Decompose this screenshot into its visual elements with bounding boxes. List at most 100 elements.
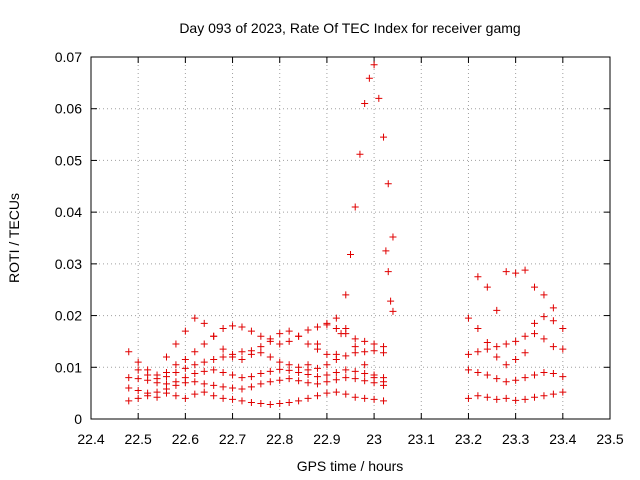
data-point [210, 392, 218, 400]
data-point [502, 361, 510, 369]
data-point [247, 398, 255, 406]
data-point [238, 397, 246, 405]
data-point [531, 371, 539, 379]
data-point [332, 314, 340, 322]
data-point [342, 291, 350, 299]
data-point [361, 348, 369, 356]
data-point [257, 343, 265, 351]
data-point [337, 330, 345, 338]
data-point [144, 371, 152, 379]
data-point [512, 337, 520, 345]
data-point [276, 399, 284, 407]
data-point [540, 368, 548, 376]
data-point [266, 401, 274, 409]
data-point [531, 330, 539, 338]
data-point [380, 381, 388, 389]
data-point [313, 392, 321, 400]
data-point [342, 325, 350, 332]
data-point [229, 384, 237, 392]
data-point [257, 399, 265, 407]
data-point [191, 314, 199, 322]
data-point [483, 345, 491, 353]
data-point [162, 373, 170, 381]
data-point [134, 358, 142, 366]
data-point [153, 388, 161, 396]
data-point [200, 340, 208, 348]
data-point [257, 380, 265, 388]
data-point [474, 368, 482, 376]
data-point [238, 356, 246, 364]
chart-title: Day 093 of 2023, Rate Of TEC Index for r… [179, 20, 520, 36]
data-point [332, 350, 340, 358]
data-point [153, 375, 161, 383]
data-point [276, 340, 284, 348]
grid-lines [91, 57, 610, 419]
data-point [361, 369, 369, 377]
data-point [549, 369, 557, 377]
data-point [502, 268, 510, 276]
data-point [389, 233, 397, 241]
data-point [323, 389, 331, 397]
y-tick-label: 0.04 [55, 204, 82, 220]
data-point [172, 368, 180, 376]
data-point [380, 374, 388, 382]
data-point [191, 361, 199, 369]
data-point [219, 345, 227, 353]
data-point [559, 345, 567, 353]
x-tick-label: 23.2 [455, 431, 482, 447]
x-axis-label: GPS time / hours [297, 458, 404, 474]
data-point [210, 356, 218, 364]
data-point [370, 340, 378, 348]
data-point [295, 377, 303, 385]
data-point [219, 325, 227, 332]
data-point [361, 361, 369, 369]
data-point [219, 368, 227, 376]
data-point [134, 366, 142, 374]
data-point [540, 313, 548, 321]
data-point [238, 374, 246, 382]
data-point [276, 376, 284, 384]
x-tick-label: 22.5 [125, 431, 152, 447]
data-point [531, 319, 539, 327]
data-point [332, 376, 340, 384]
data-point [219, 353, 227, 361]
data-point [356, 150, 364, 158]
data-point [266, 378, 274, 386]
data-point [191, 390, 199, 398]
data-point [200, 388, 208, 396]
data-points [125, 61, 567, 409]
data-point [559, 325, 567, 332]
data-point [200, 380, 208, 388]
data-point [276, 330, 284, 338]
y-tick-label: 0 [74, 411, 82, 427]
data-point [304, 340, 312, 348]
data-point [493, 353, 501, 361]
data-point [342, 390, 350, 398]
data-point [382, 247, 390, 255]
data-point [266, 353, 274, 361]
data-point [304, 394, 312, 402]
data-point [464, 394, 472, 402]
data-point [549, 343, 557, 351]
data-point [210, 381, 218, 389]
data-point [559, 388, 567, 396]
data-point [172, 361, 180, 369]
data-point [295, 363, 303, 371]
data-point [549, 317, 557, 325]
data-point [210, 332, 218, 340]
data-point [502, 394, 510, 402]
y-tick-label: 0.01 [55, 359, 82, 375]
data-point [384, 180, 392, 188]
x-tick-label: 23.1 [408, 431, 435, 447]
data-point [134, 375, 142, 383]
data-point [380, 349, 388, 357]
data-point [238, 385, 246, 393]
data-point [540, 335, 548, 343]
data-point [285, 361, 293, 369]
data-point [464, 366, 472, 374]
data-point [351, 343, 359, 351]
data-point [512, 376, 520, 384]
data-point [502, 378, 510, 386]
